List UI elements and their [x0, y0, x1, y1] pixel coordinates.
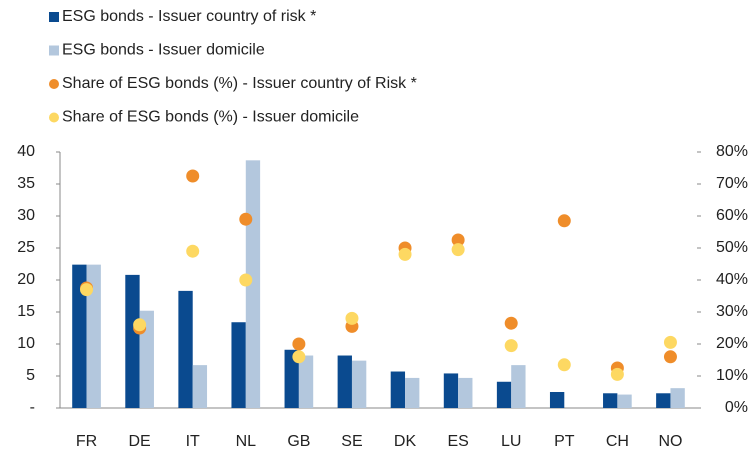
bar [458, 377, 473, 408]
bar [298, 355, 314, 408]
dot [186, 169, 200, 183]
legend-swatch [49, 112, 59, 123]
x-tick-label: IT [186, 433, 200, 450]
y-tick-label: 30 [17, 207, 35, 224]
y2-tick-label: 30% [716, 303, 748, 320]
y2-tick-label: 70% [716, 175, 748, 192]
dot [186, 244, 200, 258]
y-tick-label: 10 [17, 335, 35, 352]
dot [557, 358, 571, 372]
y2-tick-label: 0% [725, 399, 748, 416]
x-tick-label: SE [341, 433, 362, 450]
bar [125, 274, 140, 408]
dot [557, 214, 571, 228]
bar [231, 322, 246, 408]
bar [86, 264, 101, 408]
bar [178, 290, 193, 408]
y-tick-label: - [30, 399, 35, 416]
dot [663, 335, 677, 349]
dot [239, 273, 253, 287]
y2-tick-label: 60% [716, 207, 748, 224]
bar [511, 365, 526, 408]
legend-swatch [49, 79, 59, 89]
bar [549, 392, 565, 408]
x-tick-label: DE [129, 433, 151, 450]
y2-tick-label: 20% [716, 335, 748, 352]
legend-label: Share of ESG bonds (%) - Issuer country … [62, 75, 417, 92]
x-tick-label: FR [76, 433, 97, 450]
legend-swatch [49, 12, 59, 22]
y-tick-label: 25 [17, 239, 35, 256]
dot [663, 350, 677, 364]
bar [351, 360, 367, 408]
x-tick-label: NO [658, 433, 682, 450]
bar [670, 388, 685, 408]
x-tick-label: NL [236, 433, 257, 450]
bar [337, 355, 352, 408]
y-tick-label: 40 [17, 143, 35, 160]
bar [72, 264, 87, 408]
bar [284, 349, 299, 408]
legend-swatch [49, 45, 59, 56]
bar [390, 371, 406, 408]
y-tick-label: 15 [17, 303, 35, 320]
x-tick-label: DK [394, 433, 417, 450]
legend-label: Share of ESG bonds (%) - Issuer domicile [62, 109, 359, 126]
bar [617, 394, 632, 408]
legend-label: ESG bonds - Issuer domicile [62, 42, 265, 59]
y2-tick-label: 80% [716, 143, 748, 160]
x-tick-label: PT [554, 433, 575, 450]
dot [504, 316, 518, 330]
dot [292, 337, 306, 351]
y2-tick-label: 10% [716, 367, 748, 384]
y-tick-label: 5 [26, 367, 35, 384]
dot [292, 350, 306, 364]
y2-tick-label: 40% [716, 271, 748, 288]
dot [610, 367, 624, 381]
x-tick-label: LU [501, 433, 521, 450]
dot [239, 212, 253, 226]
bar [496, 381, 512, 408]
y-tick-label: 35 [17, 175, 35, 192]
bar [603, 393, 618, 408]
dot [80, 283, 94, 297]
y2-tick-label: 50% [716, 239, 748, 256]
legend-label: ESG bonds - Issuer country of risk * [62, 8, 316, 25]
bar [656, 393, 671, 408]
bar [405, 377, 420, 408]
bar [443, 373, 459, 408]
x-tick-label: CH [606, 433, 629, 450]
dot [451, 233, 465, 247]
dot [345, 311, 359, 325]
bar [192, 365, 208, 408]
bar [139, 310, 154, 408]
x-tick-label: ES [447, 433, 468, 450]
x-tick-label: GB [287, 433, 310, 450]
y-tick-label: 20 [17, 271, 35, 288]
dot [504, 339, 518, 353]
dot [451, 243, 465, 257]
dot [133, 318, 147, 332]
dot [398, 247, 412, 261]
